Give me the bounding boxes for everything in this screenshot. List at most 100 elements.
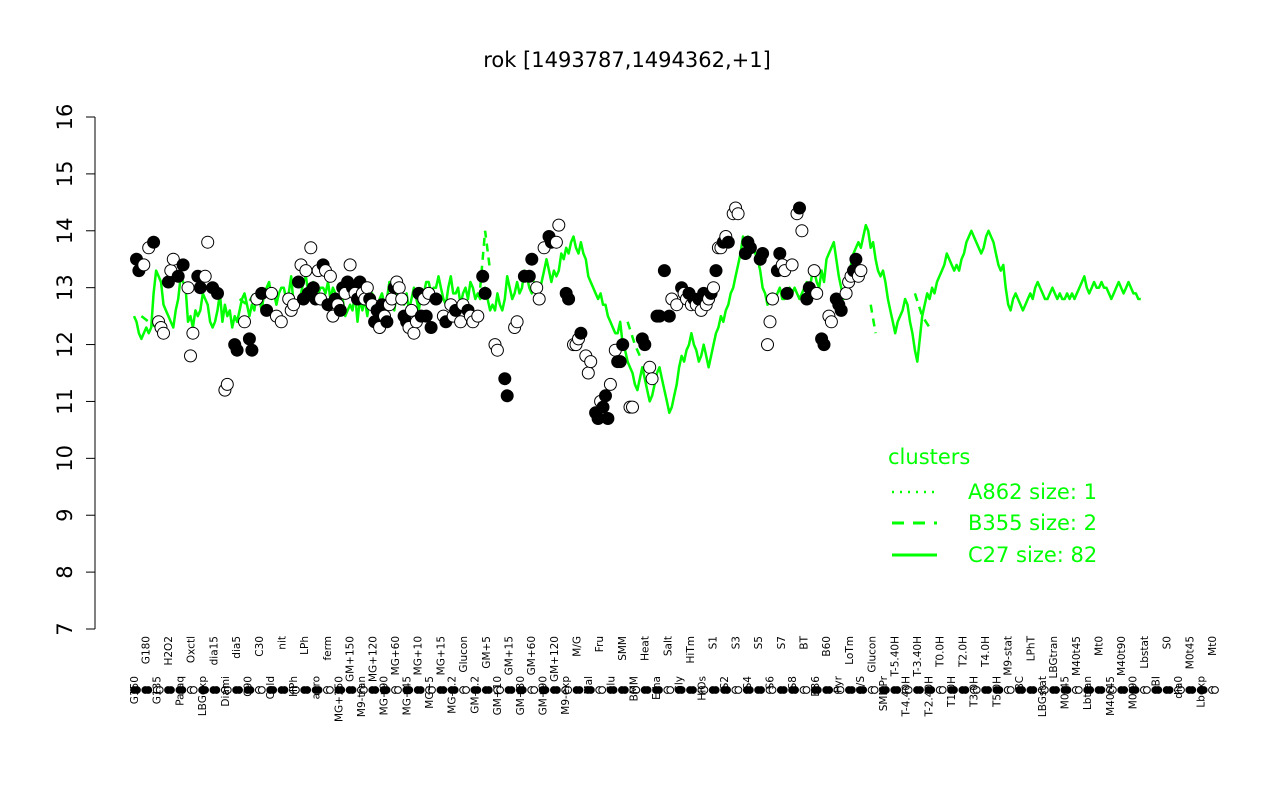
x-tick-label: S0 bbox=[1162, 636, 1174, 649]
data-point bbox=[807, 264, 821, 278]
data-point bbox=[392, 281, 406, 295]
x-tick-marker bbox=[1188, 686, 1197, 694]
x-tick-label: T4.0H bbox=[980, 636, 992, 668]
data-point bbox=[780, 286, 794, 300]
data-point bbox=[810, 286, 824, 300]
data-point bbox=[626, 400, 639, 414]
x-tick-marker bbox=[223, 686, 232, 694]
x-tick-marker bbox=[382, 686, 391, 694]
x-tick-marker bbox=[938, 686, 947, 694]
x-tick-marker bbox=[1006, 686, 1015, 694]
x-tick-marker bbox=[791, 686, 799, 694]
data-point bbox=[616, 338, 630, 352]
x-tick-label: G180 bbox=[140, 636, 152, 664]
x-tick-marker bbox=[144, 686, 153, 694]
x-tick-marker bbox=[394, 686, 402, 694]
y-tick-label: 7 bbox=[53, 622, 77, 635]
x-tick-marker bbox=[666, 686, 675, 694]
x-tick-label: T0.0H bbox=[935, 636, 947, 668]
x-tick-label: B36 bbox=[810, 676, 822, 697]
x-tick-marker bbox=[1074, 686, 1083, 694]
x-tick-label: S1 bbox=[708, 636, 720, 649]
data-point bbox=[323, 269, 337, 283]
series-line-b355 bbox=[478, 230, 492, 288]
x-tick-label: H2O2 bbox=[163, 636, 175, 666]
x-tick-marker bbox=[1120, 686, 1129, 694]
data-point bbox=[304, 241, 318, 255]
data-point bbox=[186, 326, 200, 340]
x-tick-marker bbox=[416, 686, 425, 694]
data-point bbox=[274, 315, 288, 329]
series-line-b355 bbox=[869, 304, 877, 334]
x-tick-marker bbox=[235, 686, 244, 694]
data-point bbox=[552, 218, 566, 232]
data-point bbox=[839, 286, 853, 300]
x-tick-marker bbox=[1086, 686, 1095, 694]
x-tick-marker bbox=[904, 686, 913, 694]
data-point bbox=[476, 269, 490, 283]
data-point bbox=[761, 338, 774, 352]
x-tick-marker bbox=[564, 686, 573, 694]
x-tick-label: Fru bbox=[594, 636, 606, 652]
x-tick-marker bbox=[292, 686, 300, 694]
x-tick-label: T-2.40H bbox=[923, 676, 935, 718]
x-tick-marker bbox=[428, 686, 436, 694]
data-point bbox=[242, 332, 256, 346]
x-tick-label: GM+120 bbox=[549, 636, 561, 682]
x-tick-marker bbox=[553, 686, 561, 694]
data-point bbox=[176, 258, 190, 272]
data-point bbox=[584, 355, 598, 369]
x-tick-marker bbox=[326, 686, 334, 694]
x-tick-label: HPh bbox=[288, 676, 300, 697]
x-tick-label: Glucon bbox=[867, 636, 879, 673]
x-tick-label: S7 bbox=[776, 636, 788, 649]
x-tick-label: LBGstat bbox=[1037, 676, 1049, 717]
x-tick-marker bbox=[507, 686, 516, 694]
x-tick-label: BT bbox=[799, 635, 811, 649]
x-tick-label: T2.0H bbox=[957, 636, 969, 668]
series-line-b355 bbox=[626, 321, 641, 357]
y-axis: 7 8 9 10 11 12 13 14 15 16 bbox=[53, 104, 96, 636]
data-point bbox=[854, 264, 868, 278]
x-tick-marker bbox=[1097, 686, 1106, 694]
x-tick-label: GM+10 bbox=[492, 676, 504, 715]
x-tick-marker bbox=[133, 686, 141, 694]
data-point bbox=[343, 258, 357, 272]
x-tick-label: M0t45 bbox=[1184, 636, 1196, 669]
y-tick-label: 14 bbox=[53, 217, 77, 244]
y-tick-label: 12 bbox=[53, 331, 77, 358]
data-point bbox=[721, 235, 735, 249]
x-tick-marker bbox=[167, 686, 175, 694]
x-tick-label: MG+120 bbox=[367, 636, 379, 682]
x-tick-marker bbox=[303, 686, 312, 694]
x-tick-label: T-3.40H bbox=[912, 636, 924, 678]
x-tick-label: Pyr bbox=[833, 675, 845, 693]
x-tick-label: T5.0H bbox=[991, 676, 1003, 708]
x-tick-label: M9-stat bbox=[1003, 636, 1015, 676]
x-tick-marker bbox=[609, 686, 618, 694]
x-tick-label: C90 bbox=[243, 676, 255, 697]
data-point bbox=[245, 343, 259, 357]
x-tick-marker bbox=[269, 686, 278, 694]
data-point bbox=[498, 372, 512, 386]
x-tick-label: HiOs bbox=[696, 676, 708, 701]
data-point bbox=[824, 315, 838, 329]
x-tick-marker bbox=[961, 686, 970, 694]
data-point bbox=[184, 349, 197, 363]
x-tick-label: Etha bbox=[651, 676, 663, 700]
y-tick-label: 11 bbox=[53, 388, 77, 415]
legend: clusters A862 size: 1 B355 size: 2 C27 s… bbox=[888, 445, 1097, 567]
data-point bbox=[793, 201, 806, 215]
x-tick-marker bbox=[496, 686, 505, 694]
x-tick-label: LPh bbox=[299, 636, 311, 655]
data-point bbox=[299, 264, 313, 278]
x-tick-label: Mt0 bbox=[1094, 636, 1106, 656]
data-point bbox=[260, 303, 274, 317]
x-tick-marker bbox=[189, 686, 198, 694]
x-tick-marker bbox=[1199, 686, 1208, 694]
x-tick-marker bbox=[916, 686, 924, 694]
x-tick-marker bbox=[700, 686, 709, 694]
data-point bbox=[157, 326, 170, 340]
x-tick-marker bbox=[768, 686, 777, 694]
x-tick-label: GM+30 bbox=[515, 676, 527, 715]
